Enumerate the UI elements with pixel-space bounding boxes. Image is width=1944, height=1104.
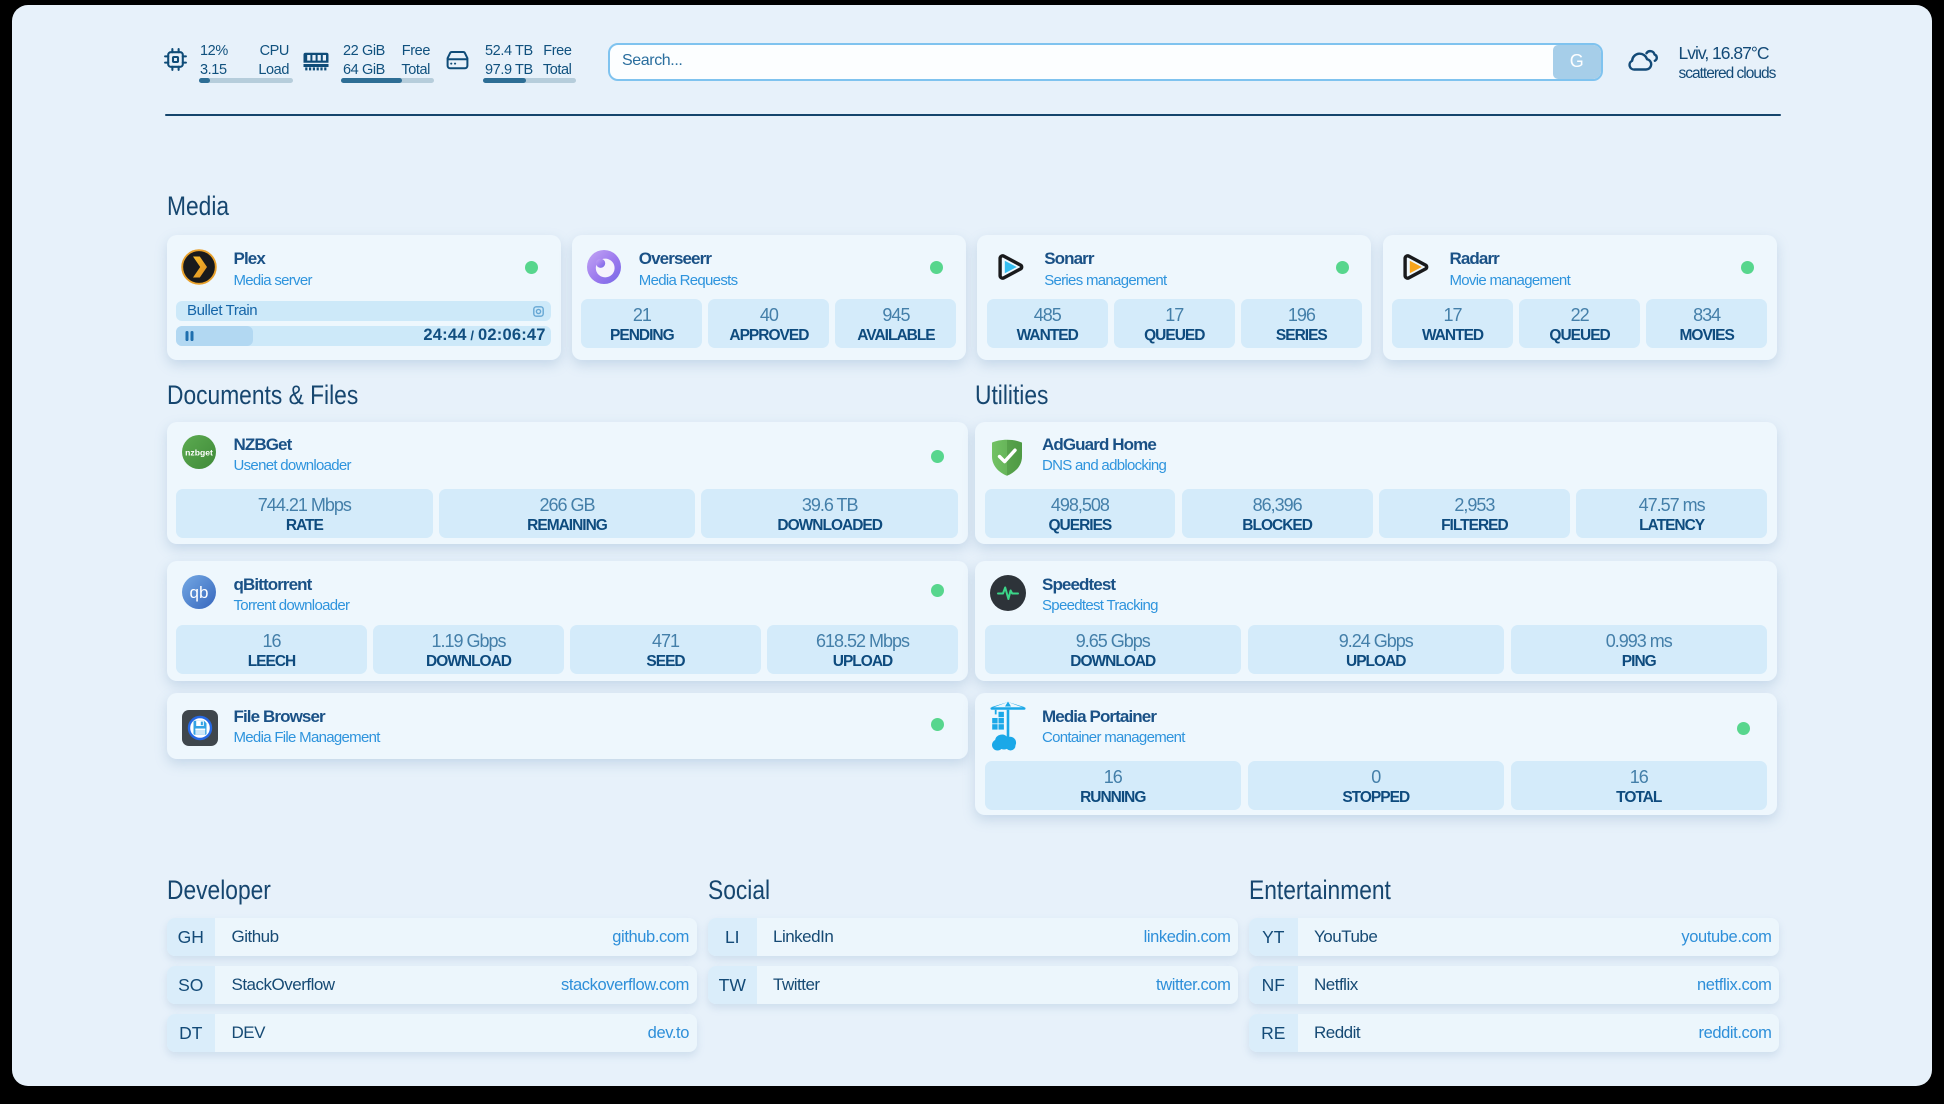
svg-text:nzbget: nzbget: [185, 447, 213, 457]
svg-text:qb: qb: [189, 583, 208, 602]
